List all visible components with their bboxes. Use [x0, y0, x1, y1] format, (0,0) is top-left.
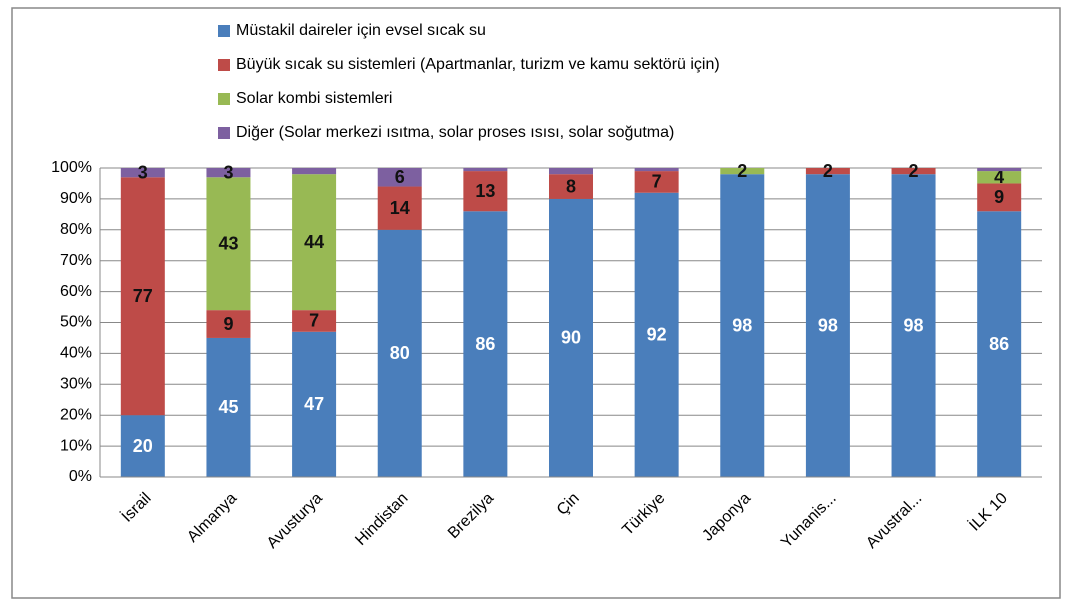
legend-label: Diğer (Solar merkezi ısıtma, solar prose… [236, 124, 674, 141]
bar-segment [206, 168, 251, 178]
y-tick-label: 80% [60, 221, 92, 238]
y-tick-label: 50% [60, 314, 92, 331]
legend-swatch [218, 93, 230, 105]
y-tick-label: 20% [60, 406, 92, 423]
y-tick-label: 10% [60, 437, 92, 454]
legend-label: Müstakil daireler için evsel sıcak su [236, 22, 486, 39]
bar-segment [206, 177, 251, 311]
data-label: 13 [475, 181, 495, 201]
bar-segment [120, 177, 165, 416]
bar-segment [805, 174, 850, 477]
legend-label: Solar kombi sistemleri [236, 90, 392, 107]
data-label: 77 [133, 286, 153, 306]
data-label: 86 [989, 334, 1009, 354]
bar-segment [977, 211, 1022, 477]
data-label: 7 [652, 172, 662, 192]
data-label: 2 [737, 161, 747, 181]
bar-segment [549, 174, 593, 199]
y-tick-label: 0% [69, 468, 92, 485]
legend-swatch [218, 25, 230, 37]
bar-segment [891, 174, 936, 477]
bar-segment [977, 171, 1022, 184]
y-tick-label: 30% [60, 376, 92, 393]
data-label: 44 [304, 232, 324, 252]
bar-segment [463, 211, 508, 477]
data-label: 14 [390, 198, 410, 218]
data-label: 8 [566, 176, 576, 196]
data-label: 2 [823, 161, 833, 181]
y-tick-label: 40% [60, 345, 92, 362]
bar-segment [120, 415, 165, 477]
chart-border [11, 7, 1061, 599]
data-label: 3 [223, 162, 233, 182]
data-label: 7 [309, 311, 319, 331]
bar-segment [377, 186, 422, 230]
data-label: 6 [395, 167, 405, 187]
legend-swatch [218, 59, 230, 71]
data-label: 80 [390, 343, 410, 363]
bar-segment [891, 168, 936, 175]
y-tick-label: 90% [60, 190, 92, 207]
data-label: 98 [732, 315, 752, 335]
bar-segment [805, 168, 850, 175]
bar-segment [206, 310, 251, 338]
bar-segment [977, 168, 1022, 172]
bar-segment [720, 168, 765, 175]
legend-swatch [218, 127, 230, 139]
bar-segment [720, 174, 765, 477]
data-label: 9 [223, 314, 233, 334]
data-label: 9 [994, 187, 1004, 207]
bar-segment [634, 192, 679, 477]
bar-segment [463, 168, 508, 172]
data-label: 90 [561, 328, 581, 348]
data-label: 98 [818, 315, 838, 335]
data-label: 98 [904, 315, 924, 335]
bar-segment [549, 198, 593, 477]
data-label: 2 [909, 161, 919, 181]
bar-segment [292, 331, 337, 477]
data-label: 86 [475, 334, 495, 354]
y-tick-label: 60% [60, 283, 92, 300]
bar-segment [206, 337, 251, 477]
bar-segment [549, 168, 593, 175]
data-label: 4 [994, 167, 1004, 187]
bar-segment [977, 183, 1022, 212]
bar-segment [463, 171, 508, 212]
bar-segment [292, 174, 337, 311]
data-label: 43 [218, 233, 238, 253]
y-tick-label: 100% [51, 159, 92, 176]
data-label: 45 [218, 397, 238, 417]
legend-label: Büyük sıcak su sistemleri (Apartmanlar, … [236, 56, 720, 73]
y-tick-label: 70% [60, 252, 92, 269]
data-label: 92 [647, 325, 667, 345]
bar-segment [377, 168, 422, 187]
bar-segment [292, 168, 337, 175]
bar-segment [120, 168, 165, 178]
bar-segment [377, 229, 422, 477]
bar-segment [634, 171, 679, 193]
bar-segment [292, 310, 337, 332]
bar-segment [634, 168, 679, 172]
data-label: 20 [133, 436, 153, 456]
data-label: 3 [138, 162, 148, 182]
data-label: 47 [304, 394, 324, 414]
